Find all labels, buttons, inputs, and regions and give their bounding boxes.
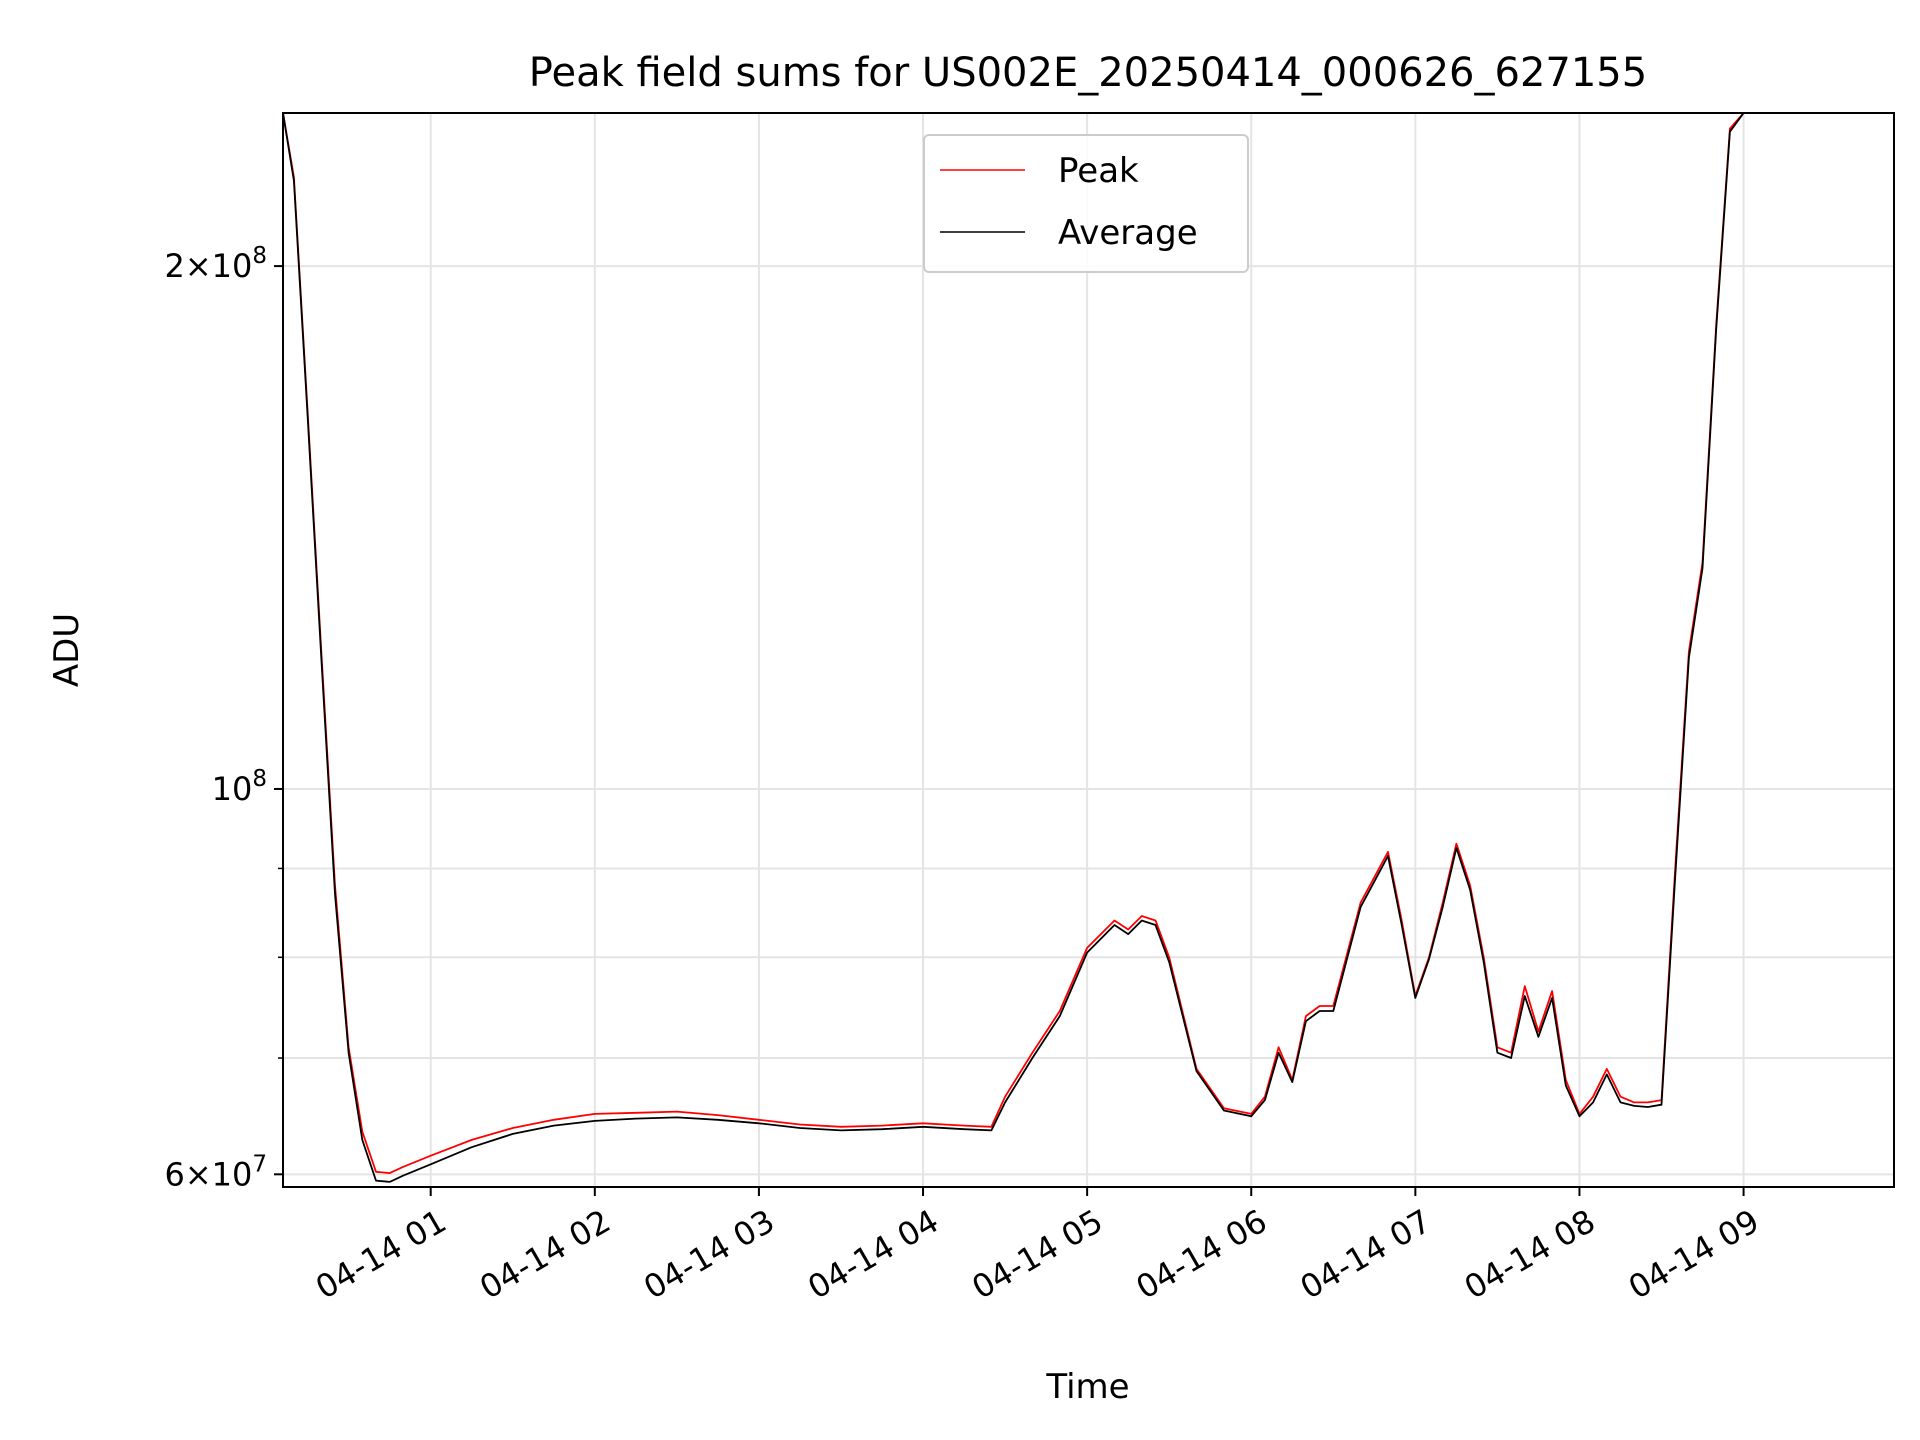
y-tick-label: 6×107 [164, 1151, 267, 1193]
grid [283, 113, 1894, 1187]
chart-title: Peak field sums for US002E_20250414_0006… [529, 50, 1647, 96]
legend: Peak Average [923, 134, 1249, 273]
series-line-average [283, 113, 1894, 1183]
y-tick-label: 108 [212, 766, 267, 808]
plot-frame [282, 112, 1895, 1188]
legend-peak-label: Peak [1058, 151, 1139, 191]
series-layer [283, 113, 1894, 1183]
y-tick-label: 2×108 [164, 243, 267, 285]
x-axis-label: Time [1045, 1367, 1129, 1407]
legend-average-label: Average [1058, 213, 1198, 253]
y-axis-label: ADU [47, 613, 87, 687]
